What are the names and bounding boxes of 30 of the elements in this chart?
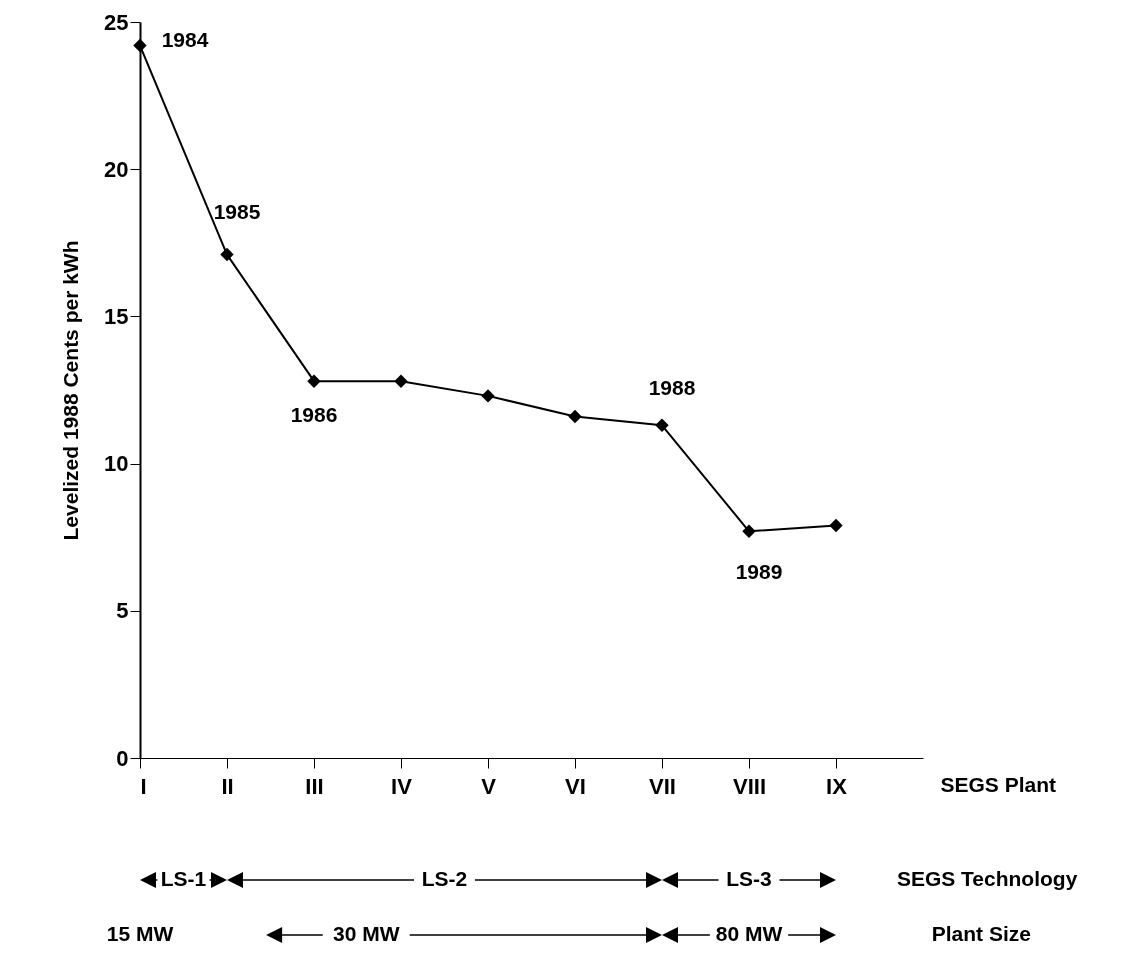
y-tick-label: 5 xyxy=(116,598,129,624)
x-tick-label: IV xyxy=(391,773,413,799)
text: 30 MW xyxy=(332,922,400,945)
text: LS-3 xyxy=(726,867,772,890)
text: Plant Size xyxy=(931,922,1031,945)
text: LS-1 xyxy=(160,867,207,890)
x-tick-label: VI xyxy=(565,773,586,799)
y-axis-title: Levelized 1988 Cents per kWh xyxy=(59,240,83,541)
text: LS-2 xyxy=(421,867,468,890)
x-tick-label: IX xyxy=(826,773,848,799)
annotation: 1985 xyxy=(213,199,261,223)
annotation: 1984 xyxy=(161,27,209,51)
x-tick-label: V xyxy=(481,773,497,799)
annotation: 1986 xyxy=(290,403,338,427)
y-tick-label: 15 xyxy=(104,303,129,329)
x-tick-label: I xyxy=(140,773,147,799)
text: SEGS Technology xyxy=(896,867,1078,890)
annotation: 1988 xyxy=(648,376,696,400)
y-tick-label: 0 xyxy=(116,745,129,771)
x-tick-label: III xyxy=(305,773,324,799)
annotation: 1989 xyxy=(735,560,783,584)
y-tick-label: 10 xyxy=(104,451,129,477)
x-axis-title: SEGS Plant xyxy=(940,772,1057,796)
x-tick-label: II xyxy=(221,773,234,799)
x-tick-label: VII xyxy=(649,773,676,799)
y-tick-label: 25 xyxy=(104,9,129,35)
text: 15 MW xyxy=(106,922,174,945)
text: 80 MW xyxy=(715,922,783,945)
y-tick-label: 20 xyxy=(104,156,129,182)
x-tick-label: VIII xyxy=(732,773,767,799)
